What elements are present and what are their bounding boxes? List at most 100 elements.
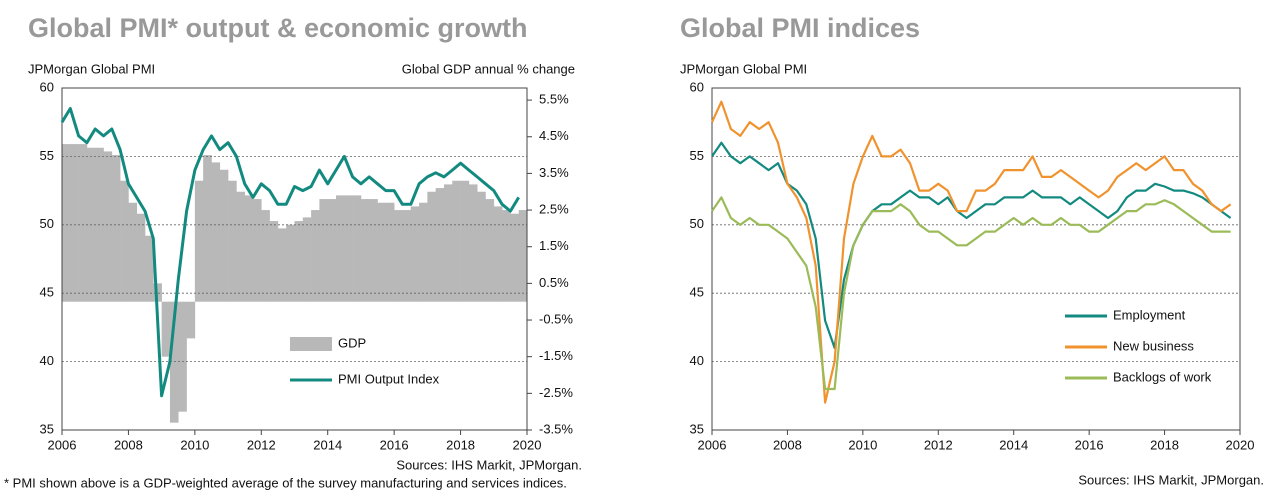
x-tick-label: 2008 — [114, 437, 143, 452]
y-tick-label: 35 — [40, 421, 54, 436]
gdp-bar — [219, 169, 229, 302]
y2-tick-label: 3.5% — [539, 165, 569, 180]
x-tick-label: 2006 — [48, 437, 77, 452]
footnote: * PMI shown above is a GDP-weighted aver… — [4, 475, 567, 490]
y2-tick-label: -2.5% — [539, 385, 573, 400]
gdp-bar — [360, 199, 370, 302]
legend-label: Backlogs of work — [1113, 369, 1212, 384]
y2-tick-label: 2.5% — [539, 202, 569, 217]
gdp-bar — [410, 206, 420, 302]
x-tick-label: 2010 — [848, 437, 877, 452]
gdp-bar — [443, 184, 453, 302]
gdp-bar — [252, 199, 262, 302]
plot-frame — [61, 87, 528, 431]
x-tick-label: 2020 — [513, 437, 542, 452]
gdp-bar — [485, 199, 495, 302]
x-tick-label: 2018 — [446, 437, 475, 452]
y-tick-label: 50 — [40, 216, 54, 231]
gdp-bar — [377, 202, 387, 302]
chart-title: Global PMI indices — [680, 13, 920, 43]
y2-tick-label: -0.5% — [539, 311, 573, 326]
gdp-bar — [203, 155, 212, 302]
legend-label: New business — [1113, 338, 1194, 353]
legend-label: PMI Output Index — [338, 371, 440, 386]
gdp-bar — [385, 202, 395, 302]
gdp-bar — [419, 202, 428, 302]
x-tick-label: 2006 — [698, 437, 727, 452]
x-tick-label: 2014 — [313, 437, 342, 452]
x-tick-label: 2008 — [773, 437, 802, 452]
x-tick-label: 2016 — [1075, 437, 1104, 452]
x-tick-label: 2014 — [999, 437, 1028, 452]
gdp-bar — [120, 180, 129, 302]
y2-tick-label: 5.5% — [539, 92, 569, 107]
gdp-bar — [477, 191, 486, 302]
gdp-bar — [311, 210, 320, 302]
gdp-bar — [327, 199, 337, 302]
gdp-bar — [468, 184, 478, 302]
series-line — [711, 196, 1231, 391]
gdp-bar — [518, 210, 528, 302]
x-tick-label: 2018 — [1150, 437, 1179, 452]
gdp-bar — [236, 191, 245, 302]
x-tick-label: 2010 — [180, 437, 209, 452]
gdp-bar — [352, 195, 362, 302]
y-tick-label: 55 — [690, 148, 704, 163]
y-tick-label: 45 — [690, 285, 704, 300]
series-line — [711, 100, 1232, 404]
y2-tick-label: 4.5% — [539, 128, 569, 143]
gdp-bar — [502, 210, 511, 302]
series-line — [711, 141, 1232, 349]
gdp-bar — [460, 180, 470, 302]
gdp-bar — [302, 217, 312, 302]
y-tick-label: 55 — [40, 148, 54, 163]
gdp-bar — [319, 199, 329, 302]
gdp-bar — [178, 301, 187, 412]
gdp-bar — [62, 144, 71, 302]
gdp-bar — [294, 221, 304, 302]
gdp-bar — [211, 162, 221, 302]
legend-swatch — [290, 337, 332, 351]
series-line — [60, 107, 520, 398]
gdp-bar — [194, 180, 204, 302]
y2-tick-label: -3.5% — [539, 421, 573, 436]
gdp-bar — [244, 195, 254, 302]
chart-title: Global PMI* output & economic growth — [28, 13, 528, 43]
gdp-bar — [78, 144, 88, 302]
gdp-bar — [261, 210, 270, 302]
y-tick-label: 60 — [40, 79, 54, 94]
y-tick-label: 60 — [690, 79, 704, 94]
gdp-bar — [344, 195, 353, 302]
y2-axis-label: Global GDP annual % change — [402, 61, 575, 76]
gdp-bar — [269, 221, 279, 302]
y-tick-label: 40 — [40, 353, 54, 368]
gdp-bar — [510, 213, 519, 302]
gdp-bar — [169, 301, 179, 423]
y2-tick-label: -1.5% — [539, 348, 573, 363]
gdp-bar — [111, 155, 121, 302]
gdp-bar — [452, 180, 461, 302]
source: Sources: IHS Markit, JPMorgan. — [396, 457, 582, 472]
gdp-bar — [70, 144, 79, 302]
gdp-bar — [136, 213, 146, 302]
gdp-bar — [336, 195, 345, 302]
y-tick-label: 50 — [690, 216, 704, 231]
gdp-bar — [435, 188, 445, 302]
gdp-bar — [369, 199, 378, 302]
legend-label: Employment — [1113, 307, 1186, 322]
y-axis-label: JPMorgan Global PMI — [680, 61, 807, 76]
gdp-bar — [161, 301, 171, 357]
x-tick-label: 2020 — [1226, 437, 1255, 452]
plot-frame — [711, 87, 1241, 431]
x-tick-label: 2016 — [380, 437, 409, 452]
gdp-bar — [286, 224, 295, 302]
x-tick-label: 2012 — [247, 437, 276, 452]
y2-tick-label: 1.5% — [539, 238, 569, 253]
x-tick-label: 2012 — [924, 437, 953, 452]
legend-label: GDP — [338, 335, 366, 350]
gdp-bar — [186, 301, 196, 339]
gdp-bar — [402, 210, 412, 302]
gdp-bar — [103, 151, 113, 302]
gdp-bar — [145, 235, 154, 302]
